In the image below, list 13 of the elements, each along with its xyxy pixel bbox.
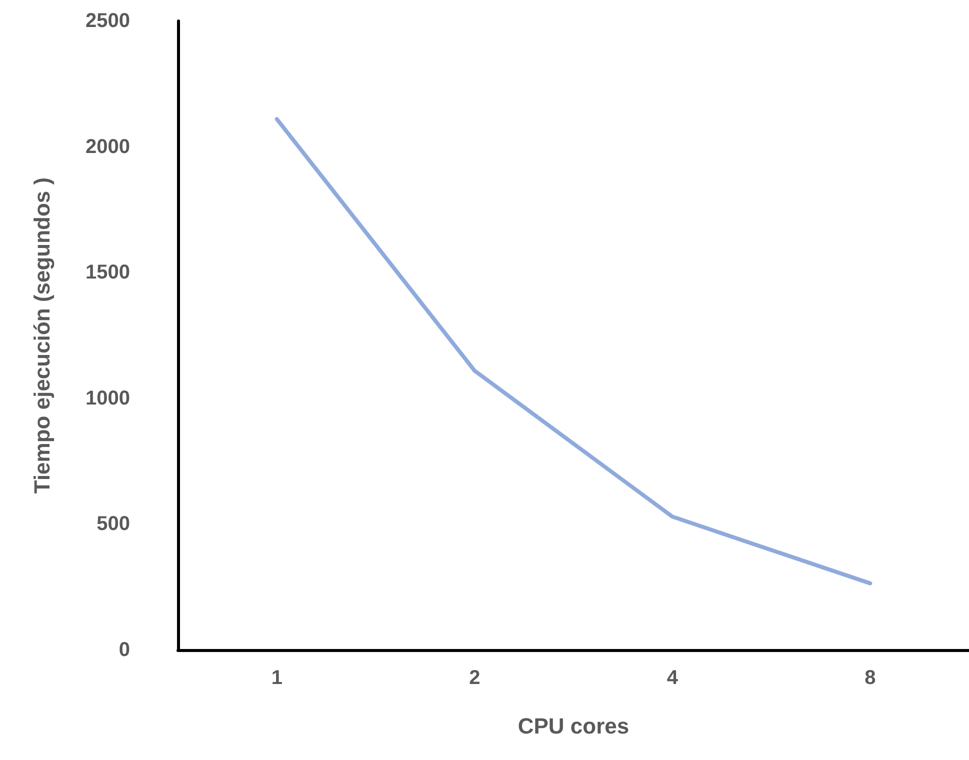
y-axis-title: Tiempo ejecución (segundos ) xyxy=(30,177,54,494)
y-tick-label: 0 xyxy=(118,639,130,661)
x-tick-label: 1 xyxy=(271,667,282,689)
y-tick-label: 500 xyxy=(96,513,130,536)
y-tick-label: 2500 xyxy=(86,10,130,32)
y-tick-label: 2000 xyxy=(86,136,130,158)
x-tick-label: 8 xyxy=(864,667,876,689)
y-tick-label: 1500 xyxy=(86,262,130,284)
x-tick-label: 4 xyxy=(666,667,679,689)
y-tick-label: 1000 xyxy=(86,387,130,410)
line-series xyxy=(274,117,872,586)
x-tick-label: 2 xyxy=(469,667,480,689)
x-axis-title: CPU cores xyxy=(518,714,630,738)
